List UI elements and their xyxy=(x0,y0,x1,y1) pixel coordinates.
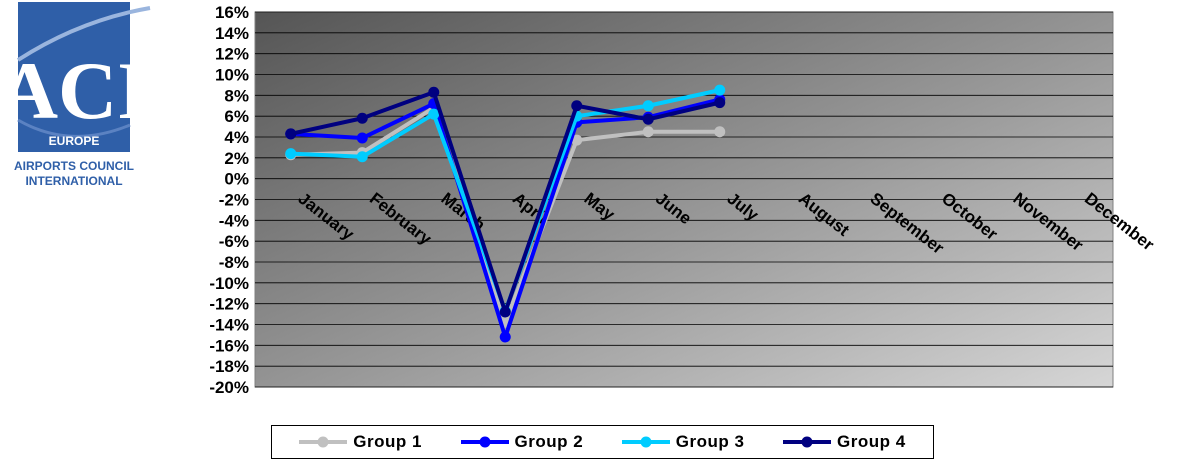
y-axis-ticks: -20% -18% -16%-14% -12% -10% -8% -6% -4%-2% 0% 2%… xyxy=(209,3,249,397)
legend-label: Group 1 xyxy=(353,432,422,451)
y-tick-label: 16% xyxy=(215,3,249,22)
data-point xyxy=(642,126,654,138)
legend-item: Group 3 xyxy=(621,432,745,452)
legend-label: Group 2 xyxy=(514,432,584,451)
series-group-4 xyxy=(285,86,726,318)
y-tick-label: -12% xyxy=(209,295,249,314)
line-chart: -20% -18% -16%-14% -12% -10% -8% -6% -4%-2% 0% 2%… xyxy=(209,3,1158,397)
logo-background xyxy=(18,2,130,152)
legend-swatch xyxy=(299,436,348,448)
data-point xyxy=(285,128,297,140)
y-tick-label: -14% xyxy=(209,316,249,335)
data-point xyxy=(499,306,511,318)
y-tick-label: -18% xyxy=(209,357,249,376)
y-tick-label: -8% xyxy=(219,253,249,272)
data-point xyxy=(571,134,583,146)
data-point xyxy=(571,100,583,112)
legend-item: Group 1 xyxy=(299,432,422,452)
data-point xyxy=(428,108,440,120)
data-point xyxy=(714,84,726,96)
y-tick-label: -4% xyxy=(219,211,249,230)
data-point xyxy=(714,97,726,109)
y-tick-label: -6% xyxy=(219,232,249,251)
legend-item: Group 2 xyxy=(460,432,584,452)
y-tick-label: 4% xyxy=(224,128,249,147)
data-point xyxy=(499,331,511,343)
y-tick-label: 2% xyxy=(224,149,249,168)
legend-label: Group 3 xyxy=(675,432,745,451)
data-point xyxy=(642,113,654,125)
data-point xyxy=(285,148,297,160)
series-lines xyxy=(285,84,726,343)
y-tick-label: -20% xyxy=(209,378,249,397)
legend-swatch xyxy=(783,436,832,448)
data-point xyxy=(356,151,368,163)
logo-region: EUROPE xyxy=(49,134,100,148)
chart-legend: Group 1 Group 2 Group 3 Group 4 xyxy=(271,425,934,459)
data-point xyxy=(356,132,368,144)
aci-logo-graphic: ACI EUROPE AIRPORTS COUNCIL INTERNATIONA… xyxy=(0,2,151,188)
legend-swatch xyxy=(621,436,670,448)
y-tick-label: -2% xyxy=(219,191,249,210)
legend-item: Group 4 xyxy=(783,432,906,452)
aci-europe-logo: ACI EUROPE AIRPORTS COUNCIL INTERNATIONA… xyxy=(0,0,160,200)
y-tick-label: 8% xyxy=(224,86,249,105)
logo-line1: AIRPORTS COUNCIL xyxy=(14,159,134,173)
legend-swatch xyxy=(460,436,509,448)
data-point xyxy=(642,100,654,112)
legend-label: Group 4 xyxy=(837,432,906,451)
logo-letters: ACI xyxy=(0,45,149,136)
y-tick-label: 12% xyxy=(215,45,249,64)
y-tick-label: 14% xyxy=(215,24,249,43)
y-tick-label: -16% xyxy=(209,336,249,355)
logo-line2: INTERNATIONAL xyxy=(25,174,122,188)
gridlines xyxy=(255,11,1113,388)
y-tick-label: 10% xyxy=(215,66,249,85)
y-tick-label: 0% xyxy=(224,170,249,189)
data-point xyxy=(428,86,440,98)
data-point xyxy=(356,112,368,124)
y-tick-label: 6% xyxy=(224,107,249,126)
y-tick-label: -10% xyxy=(209,274,249,293)
data-point xyxy=(714,126,726,138)
